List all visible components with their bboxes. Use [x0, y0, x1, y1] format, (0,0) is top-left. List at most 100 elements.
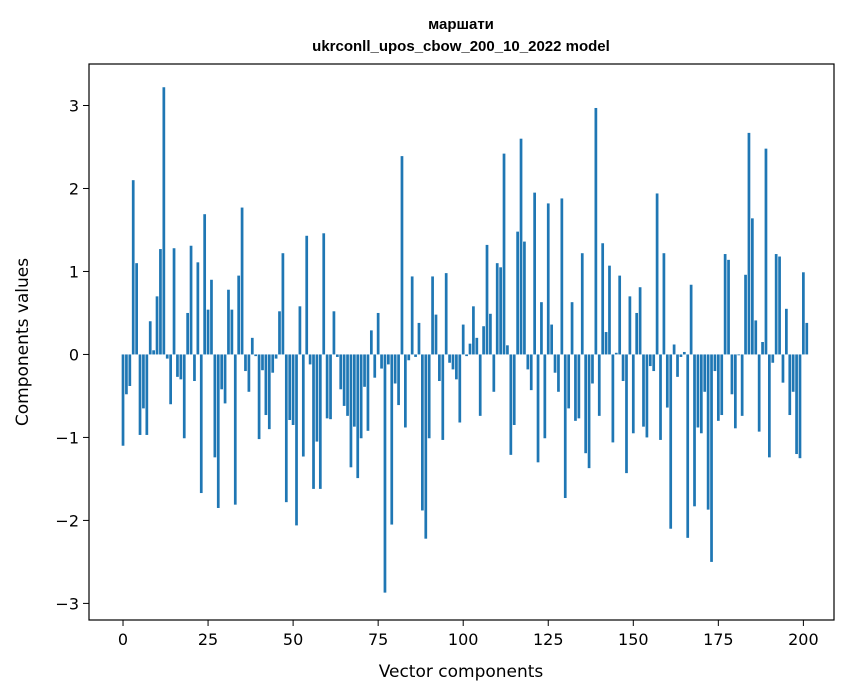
x-tick-label-4: 100: [448, 630, 479, 649]
bar-199: [798, 354, 802, 459]
bar-5: [138, 354, 142, 435]
bar-92: [434, 314, 438, 355]
bar-72: [366, 354, 370, 431]
bar-194: [781, 354, 785, 383]
y-tick-label-2: −1: [55, 428, 79, 447]
bar-38: [250, 337, 254, 355]
bar-148: [625, 354, 628, 474]
bar-94: [441, 354, 445, 440]
chart-title-line2: ukrconll_upos_cbow_200_10_2022 model: [312, 38, 610, 55]
bar-107: [485, 244, 489, 355]
bar-89: [424, 354, 428, 539]
bar-52: [298, 306, 302, 355]
bar-42: [264, 354, 268, 416]
bar-18: [182, 354, 186, 439]
bar-36: [244, 354, 247, 372]
bar-11: [159, 249, 162, 355]
bar-67: [349, 354, 353, 468]
bar-82: [400, 156, 404, 355]
bar-171: [703, 354, 707, 392]
bar-186: [754, 320, 758, 355]
bar-159: [662, 253, 666, 355]
bar-173: [710, 354, 713, 562]
bar-22: [196, 262, 200, 355]
bar-165: [682, 351, 686, 355]
bar-20: [189, 245, 193, 355]
bar-25: [206, 309, 210, 355]
bar-9: [152, 350, 155, 355]
bar-47: [281, 253, 285, 355]
bar-193: [778, 256, 781, 355]
bar-75: [376, 312, 380, 355]
bar-83: [404, 354, 407, 428]
bar-170: [699, 354, 703, 434]
bar-181: [737, 354, 741, 356]
x-tick-label-6: 150: [618, 630, 649, 649]
bar-1: [125, 354, 128, 395]
bar-130: [563, 354, 567, 499]
bar-23: [199, 354, 203, 494]
bar-33: [233, 354, 237, 505]
bar-27: [213, 354, 217, 458]
bar-174: [713, 354, 717, 372]
x-axis-ticks: 0 25 50 75 100 125 150 175 200: [118, 620, 819, 649]
bar-184: [747, 132, 751, 355]
bar-185: [751, 218, 754, 355]
bar-16: [176, 354, 179, 377]
bar-37: [247, 354, 251, 392]
bar-61: [329, 354, 332, 420]
y-axis-label: Components values: [13, 258, 33, 426]
bar-146: [618, 275, 622, 355]
bar-43: [267, 354, 271, 430]
bar-19: [186, 312, 190, 355]
bar-139: [594, 107, 598, 355]
bar-100: [461, 324, 465, 355]
bar-80: [393, 354, 397, 384]
bar-13: [165, 354, 169, 359]
bar-51: [295, 354, 298, 526]
bar-200: [802, 272, 805, 355]
bar-154: [645, 354, 649, 438]
bar-178: [727, 259, 730, 355]
bar-29: [220, 354, 224, 390]
bar-81: [397, 354, 400, 406]
bar-49: [288, 354, 292, 421]
bar-142: [604, 332, 608, 355]
bar-68: [352, 354, 356, 427]
bar-30: [223, 354, 227, 404]
bar-104: [475, 337, 479, 355]
bar-116: [516, 231, 519, 355]
bar-123: [540, 302, 543, 355]
bar-65: [342, 354, 346, 406]
bar-106: [482, 326, 485, 355]
bar-6: [142, 354, 145, 409]
bar-101: [465, 354, 468, 357]
bar-35: [240, 207, 244, 355]
bar-136: [584, 354, 588, 454]
bar-40: [257, 354, 261, 440]
bar-117: [519, 138, 523, 355]
bar-88: [421, 354, 424, 511]
bar-157: [655, 193, 659, 355]
bar-145: [614, 352, 618, 355]
bar-177: [723, 254, 727, 355]
bar-176: [720, 354, 724, 416]
x-tick-label-7: 175: [703, 630, 734, 649]
bar-78: [387, 354, 390, 365]
bar-156: [652, 354, 656, 372]
bar-112: [502, 153, 506, 355]
bar-114: [509, 354, 513, 455]
bar-48: [284, 354, 288, 503]
bar-172: [706, 354, 710, 510]
bar-161: [669, 354, 673, 529]
bar-133: [574, 354, 577, 421]
bar-141: [601, 243, 605, 355]
y-tick-label-0: −3: [55, 594, 79, 613]
bar-73: [369, 330, 373, 355]
bar-56: [312, 354, 315, 489]
bar-158: [659, 354, 662, 440]
bar-63: [335, 354, 339, 357]
bar-111: [499, 267, 502, 355]
bar-152: [638, 287, 642, 355]
bar-55: [308, 354, 312, 365]
